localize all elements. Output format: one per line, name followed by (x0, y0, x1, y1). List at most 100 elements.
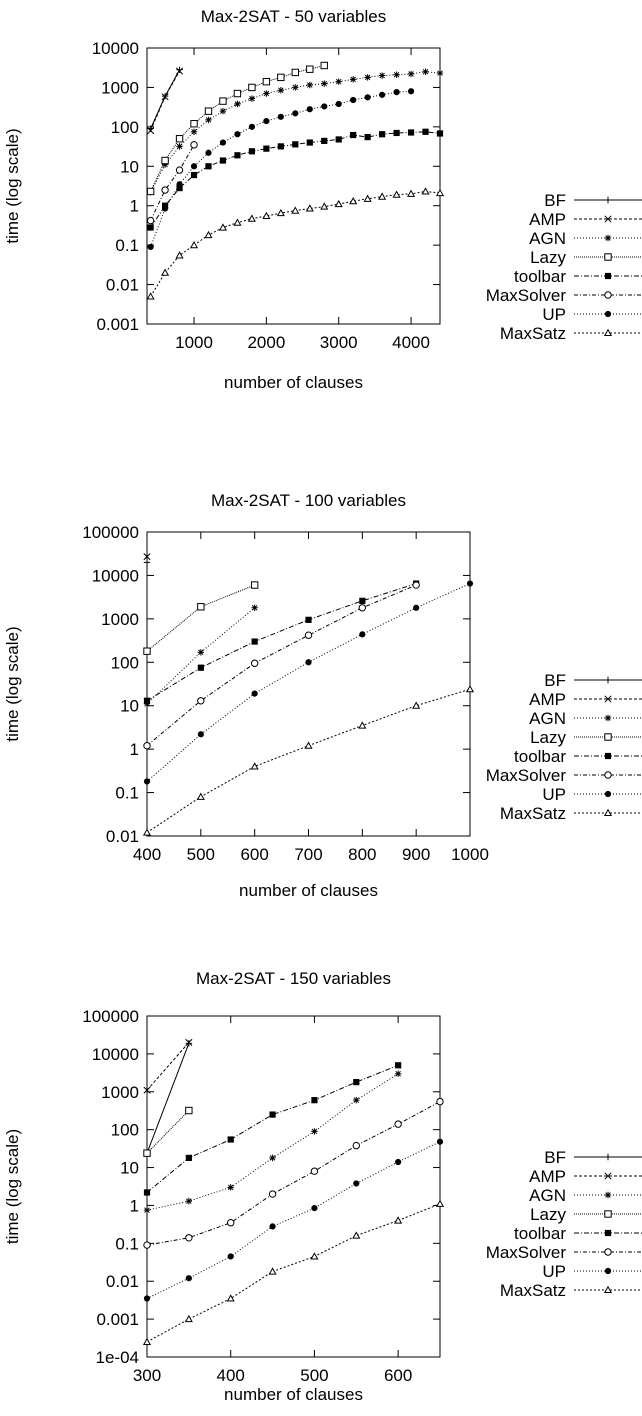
data-point (234, 131, 241, 138)
data-point (248, 83, 256, 92)
data-point (268, 1267, 277, 1275)
x-tick-label: 500 (187, 845, 215, 864)
series-UP (143, 580, 474, 785)
data-point (143, 778, 151, 785)
data-point (161, 93, 169, 101)
plot-frame (146, 531, 471, 837)
data-point (421, 187, 430, 195)
plot-frame (146, 1015, 441, 1358)
data-point (143, 1086, 151, 1094)
data-point (378, 192, 387, 200)
x-tick-label: 3000 (320, 333, 358, 352)
data-point (251, 638, 258, 645)
data-point (335, 100, 342, 108)
data-point (185, 1197, 193, 1205)
y-tick-label: 1 (130, 197, 139, 216)
x-tick-label: 500 (300, 1366, 328, 1385)
legend-marker (604, 215, 612, 223)
data-point (311, 1097, 318, 1104)
data-point (185, 1154, 192, 1161)
data-point (304, 741, 313, 749)
data-point (175, 251, 184, 259)
y-tick-label: 0.001 (96, 1310, 139, 1329)
legend-label: Lazy (530, 248, 566, 267)
data-point (147, 243, 154, 251)
legend-marker (604, 695, 612, 703)
series-AMP (143, 1038, 193, 1094)
data-point (378, 72, 386, 79)
legend-label: BF (544, 191, 566, 210)
data-point (262, 211, 271, 220)
y-tick-label: 0.001 (96, 315, 139, 334)
legend-label: UP (542, 785, 566, 804)
series-line (146, 1042, 190, 1091)
data-point (143, 700, 151, 708)
x-tick-label: 1000 (175, 333, 213, 352)
data-point (227, 1253, 234, 1260)
data-point (219, 107, 227, 115)
series-BF (147, 66, 183, 132)
data-point (262, 77, 271, 86)
series-MaxSatz (146, 187, 445, 300)
data-point (227, 1219, 235, 1227)
legend-marker (604, 714, 612, 722)
x-tick-label: 600 (384, 1366, 412, 1385)
legend-label: Lazy (530, 1205, 566, 1224)
series-line (146, 1101, 441, 1246)
data-point (435, 188, 445, 197)
data-point (251, 604, 258, 611)
data-point (277, 87, 285, 94)
legend-marker (604, 752, 612, 760)
data-point (147, 224, 154, 231)
data-point (334, 199, 343, 208)
series-Lazy (143, 581, 259, 655)
legend-marker (604, 1229, 612, 1237)
data-point (364, 94, 371, 101)
data-point (305, 659, 312, 666)
data-point (412, 701, 421, 709)
data-point (321, 137, 328, 145)
data-point (204, 230, 213, 239)
y-tick-label: 10000 (92, 566, 139, 585)
data-point (277, 73, 285, 82)
data-point (143, 697, 151, 704)
series-AMP (143, 553, 151, 561)
data-point (146, 187, 155, 196)
data-point (205, 116, 212, 124)
legend-marker (604, 1191, 612, 1199)
data-point (196, 792, 205, 800)
series-MaxSatz (142, 1199, 445, 1345)
data-point (185, 1040, 193, 1047)
data-point (353, 1079, 360, 1086)
data-point (393, 71, 400, 78)
data-point (269, 1223, 276, 1230)
x-axis-label: number of clauses (224, 373, 363, 392)
series-AMP (147, 67, 184, 135)
x-tick-label: 1000 (451, 845, 489, 864)
data-point (143, 1189, 151, 1196)
series-line (146, 584, 255, 652)
data-point (143, 559, 151, 566)
data-point (359, 631, 366, 638)
legend-label: MaxSatz (500, 804, 566, 823)
x-tick-label: 700 (294, 845, 322, 864)
data-point (176, 143, 183, 150)
legend-label: Lazy (530, 728, 566, 747)
data-point (219, 97, 227, 105)
legend-marker (604, 291, 612, 299)
data-point (321, 103, 328, 110)
data-point (184, 1314, 193, 1323)
legend-label: MaxSolver (486, 1243, 567, 1262)
series-UP (143, 1138, 444, 1302)
data-point (185, 1234, 193, 1242)
y-tick-label: 100000 (82, 1007, 139, 1026)
data-point (352, 1141, 360, 1150)
data-point (185, 1038, 193, 1047)
legend-marker (604, 771, 612, 779)
data-point (310, 1252, 319, 1260)
series-toolbar (143, 1062, 402, 1196)
data-point (407, 88, 415, 95)
data-point (263, 145, 270, 152)
data-point (197, 664, 204, 671)
chart-title: Max-2SAT - 150 variables (196, 969, 391, 988)
